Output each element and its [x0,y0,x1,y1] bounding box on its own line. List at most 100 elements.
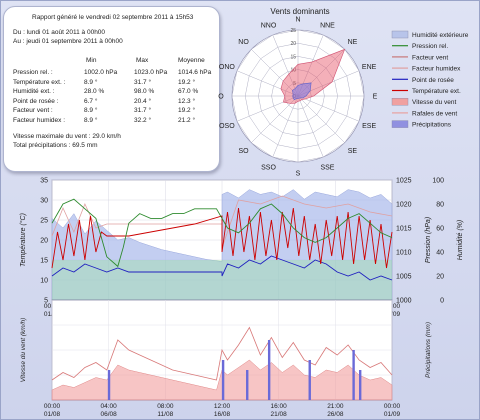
radar-spoke [272,95,299,158]
report-row-min: 28.0 % [84,88,105,95]
report-from: Du : lundi 01 août 2011 à 00h00 [13,29,106,36]
wind-x-tick-label: 01/08 [44,411,61,418]
temp-tick-label: 30 [40,198,48,205]
radar-direction-label: SO [238,148,249,155]
radar-direction-label: SE [348,148,358,155]
wind-x-tick-label: 21:00 [327,403,344,410]
rain-bar [221,360,225,400]
humidex-line [51,195,393,249]
report-row-max: 31.7 ° [134,107,152,114]
radar-spoke [297,95,345,143]
temp-tick-label: 20 [40,238,48,245]
humidity-tick-label: 100 [432,178,444,185]
radar-direction-label: ENE [362,64,377,71]
report-row-label: Facteur vent : [13,107,53,114]
radar-title: Vents dominants [270,7,330,16]
rain-axis-title: Précipitations (mm) [425,322,432,378]
report-row-min: 8.9 ° [84,78,98,86]
radar-direction-label: N [295,17,300,24]
rain-bar [352,350,355,400]
radar-ring-label: 25 [290,28,296,34]
wind-x-tick-label: 12:00 [214,403,231,410]
radar-direction-label: NE [348,39,358,46]
rain-bar [107,370,111,400]
dewpoint-line [51,255,393,281]
humidity-tick-label: 80 [436,202,444,209]
legend-label: Rafales de vent [412,110,457,117]
radar-ring-label: 20 [290,41,296,47]
report-row-min: 6.7 ° [84,97,98,105]
legend-label: Point de rosée [412,77,454,84]
radar-direction-label: NNO [261,22,277,29]
pressure-tick-label: 1000 [396,298,412,305]
wind-max: Vitesse maximale du vent : 29.0 km/h [13,133,121,140]
report-row-avg: 19.2 ° [178,107,196,114]
legend-swatch [391,30,409,39]
report-row-max: 98.0 % [134,88,155,95]
pressure-tick-label: 1015 [396,226,412,233]
radar-spoke [297,95,324,158]
rain-total: Total précipitations : 69.5 mm [13,142,98,149]
radar-spoke [251,95,299,143]
report-row-label: Température ext. : [13,78,66,86]
report-row-avg: 12.3 ° [178,97,196,105]
temp-axis-title: Température (°C) [19,213,27,267]
radar-direction-label: SSO [261,165,276,172]
humidity-tick-label: 0 [440,298,444,305]
report-row-avg: 21.2 ° [178,116,196,124]
legend-label: Humidité extérieure [412,32,469,39]
radar-spoke [236,95,299,122]
temp-tick-label: 25 [40,218,48,225]
legend-label: Température ext. [412,88,461,95]
report-header: Rapport généré le vendredi 02 septembre … [32,14,194,21]
report-row-min: 1002.0 hPa [84,69,118,76]
radar-spoke [272,34,299,97]
report-row-avg: 1014.6 hPa [178,69,212,76]
pressure-axis-title: Pression (hPa) [425,217,432,263]
temp-base-band [52,260,392,300]
report-row-max: 20.4 ° [134,97,152,105]
wind-x-tick-label: 16/08 [214,411,231,418]
pressure-tick-label: 1010 [396,250,412,257]
report-row-avg: 19.2 ° [178,78,196,86]
radar-direction-label: O [218,94,224,101]
radar-direction-label: SSE [320,165,334,172]
legend-swatch [391,120,409,128]
radar-direction-label: OSO [219,123,235,130]
radar-spoke [297,95,360,122]
wind-axis-title: Vitesse du vent (km/h) [20,318,27,383]
report-row-label: Humidité ext. : [13,88,55,95]
report-row-max: 31.7 ° [134,78,152,86]
legend-label: Pression rel. [412,43,448,50]
wind-x-tick-label: 16:00 [271,403,288,410]
radar-direction-label: NO [238,39,249,46]
report-row-max: 1023.0 hPa [134,69,168,76]
wind-x-tick-label: 26/08 [327,411,344,418]
legend-label: Vitesse du vent [412,99,457,106]
wind-gust-line [51,326,393,381]
rain-bar [246,370,249,400]
legend-label: Facteur humidex [412,66,461,73]
humidity-axis-title: Humidité (%) [457,220,464,260]
report-row-max: 32.2 ° [134,116,152,124]
radar-direction-label: ESE [362,123,376,130]
humidity-tick-label: 20 [436,274,444,281]
pressure-line [51,198,393,268]
temp-tick-label: 15 [40,258,48,265]
wind-x-tick-label: 21/08 [271,411,288,418]
report-to: Au : jeudi 01 septembre 2011 à 00h00 [13,38,123,45]
col-max-header: Max [136,57,149,64]
legend-label: Facteur vent [412,54,448,61]
report-row-label: Facteur humidex : [13,116,66,124]
pressure-tick-label: 1020 [396,202,412,209]
report-panel: Rapport généré le vendredi 02 septembre … [3,6,220,172]
temp-tick-label: 5 [44,298,48,305]
radar-direction-label: E [373,94,378,101]
wind-x-tick-label: 06/08 [101,411,118,418]
report-row-min: 8.9 ° [84,107,98,114]
report-row-min: 8.9 ° [84,116,98,124]
wind-x-tick-label: 11/08 [157,411,173,418]
col-min-header: Min [86,57,97,64]
